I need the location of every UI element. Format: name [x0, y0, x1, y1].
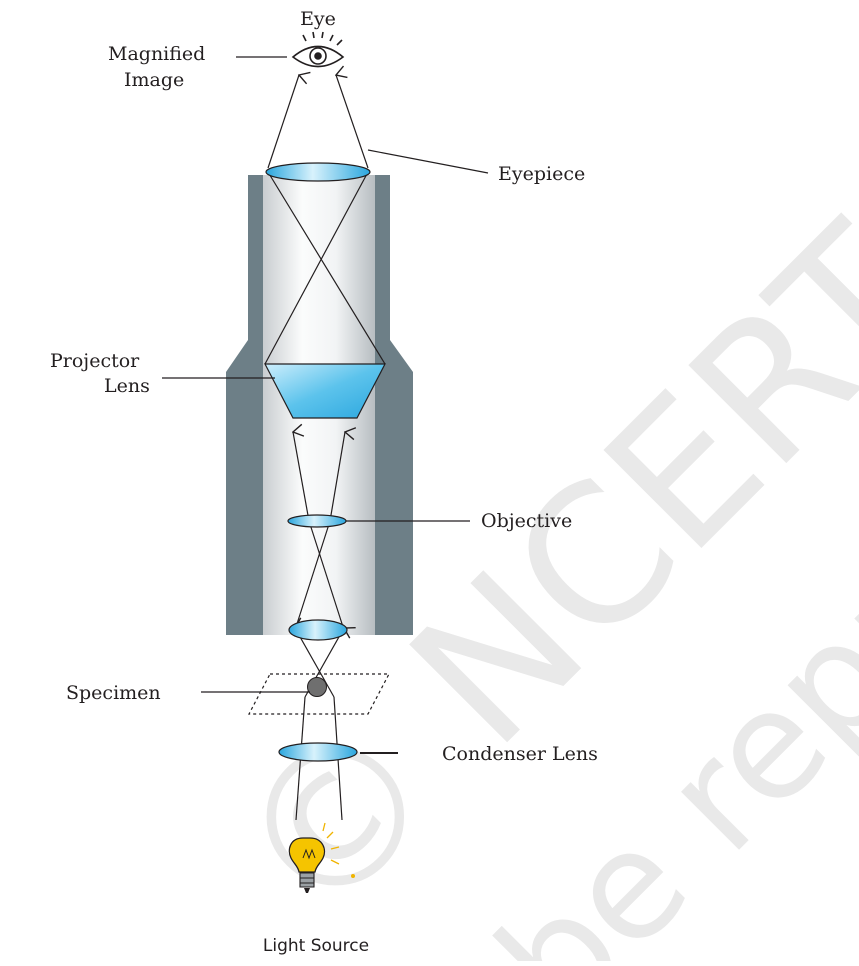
objective-lens [287, 514, 347, 528]
magnified-image-label-line2: Image [124, 69, 184, 91]
eyepiece-lens [265, 162, 371, 182]
projector-lens-label-line1: Projector [50, 350, 140, 372]
projector-lens [264, 363, 386, 419]
eye-icon [291, 31, 345, 68]
light-source-label: Light Source [263, 936, 369, 956]
eyepiece-label: Eyepiece [498, 163, 585, 185]
projector-lens-label-line2: Lens [104, 375, 150, 397]
objective-label: Objective [481, 510, 572, 532]
lower-lens [288, 619, 348, 641]
light-rays [264, 75, 386, 821]
condenser-lens-label: Condenser Lens [442, 743, 598, 765]
eye-label: Eye [300, 8, 336, 30]
magnified-image-label-line1: Magnified [108, 43, 205, 65]
specimen-label: Specimen [66, 682, 161, 704]
light-bulb-icon [288, 822, 355, 893]
condenser-lens [278, 742, 358, 762]
leader-lines [162, 56, 489, 754]
specimen-slide [248, 673, 390, 715]
